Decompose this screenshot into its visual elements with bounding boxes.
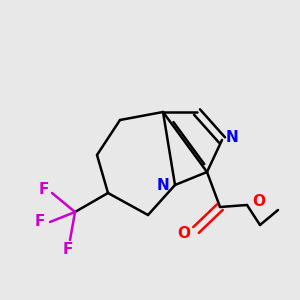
Text: O: O (178, 226, 190, 241)
Text: N: N (226, 130, 238, 145)
Text: N: N (157, 178, 169, 193)
Text: F: F (63, 242, 73, 256)
Text: F: F (35, 214, 45, 230)
Text: F: F (39, 182, 49, 196)
Text: O: O (253, 194, 266, 208)
